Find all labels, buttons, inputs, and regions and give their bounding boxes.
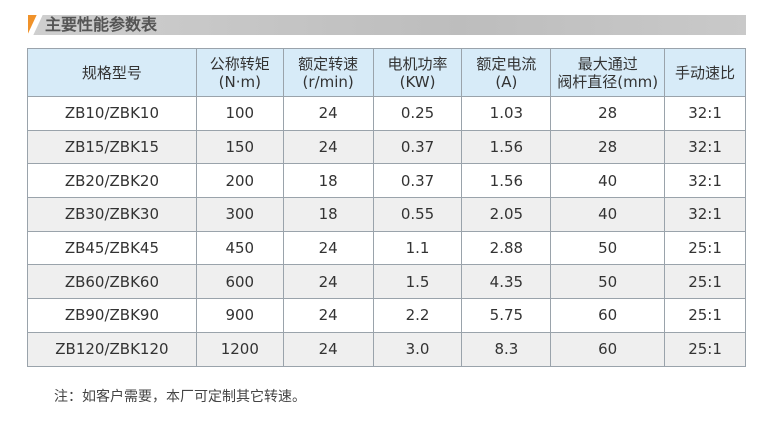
table-row: ZB10/ZBK10 100 24 0.25 1.03 28 32:1 [27, 96, 746, 131]
table-cell: 28 [550, 129, 666, 165]
table-cell: 0.37 [372, 129, 463, 165]
table-cell: 1.56 [461, 129, 552, 165]
table-row: ZB90/ZBK90 900 24 2.2 5.75 60 25:1 [27, 298, 746, 333]
table-cell: 300 [195, 197, 284, 232]
table-cell: 8.3 [461, 331, 552, 367]
header-line: 额定转速 [298, 54, 359, 73]
table-cell: 450 [195, 230, 284, 266]
table-cell: 24 [282, 96, 374, 131]
column-header: 最大通过 阀杆直径(mm) [550, 48, 666, 97]
table-cell: 2.88 [461, 230, 552, 266]
header-line: 最大通过 [577, 54, 638, 73]
table-row: ZB120/ZBK120 1200 24 3.0 8.3 60 25:1 [27, 331, 746, 367]
table-cell: 0.25 [372, 96, 463, 131]
table-cell: 60 [550, 298, 666, 333]
table-cell: 24 [282, 264, 374, 300]
table-cell: ZB45/ZBK45 [27, 230, 197, 266]
table-row: ZB30/ZBK30 300 18 0.55 2.05 40 32:1 [27, 197, 746, 232]
table-cell: 900 [195, 298, 284, 333]
footnote: 注：如客户需要，本厂可定制其它转速。 [54, 389, 306, 405]
table-cell: 25:1 [664, 264, 746, 300]
table-cell: 0.55 [372, 197, 463, 232]
table-cell: 32:1 [664, 197, 746, 232]
table-cell: ZB60/ZBK60 [27, 264, 197, 300]
table-cell: 1200 [195, 331, 284, 367]
table-cell: 600 [195, 264, 284, 300]
table-cell: 50 [550, 264, 666, 300]
table-row: ZB60/ZBK60 600 24 1.5 4.35 50 25:1 [27, 264, 746, 300]
table-cell: 24 [282, 331, 374, 367]
table-cell: 5.75 [461, 298, 552, 333]
title-bar [28, 15, 746, 35]
table-cell: 2.2 [372, 298, 463, 333]
table-cell: 25:1 [664, 298, 746, 333]
table-cell: 32:1 [664, 96, 746, 131]
table-cell: 40 [550, 163, 666, 199]
table-cell: 4.35 [461, 264, 552, 300]
table-cell: ZB15/ZBK15 [27, 129, 197, 165]
section-title: 主要性能参数表 [45, 15, 158, 34]
table-cell: 18 [282, 163, 374, 199]
column-header: 电机功率 (KW) [372, 48, 463, 97]
column-header: 公称转矩 (N·m) [195, 48, 284, 97]
header-line: 公称转矩 [209, 54, 270, 73]
table-cell: ZB20/ZBK20 [27, 163, 197, 199]
header-line: 电机功率 [387, 54, 448, 73]
table-cell: 32:1 [664, 163, 746, 199]
table-cell: 1.5 [372, 264, 463, 300]
column-header: 手动速比 [664, 48, 746, 97]
table-cell: 24 [282, 298, 374, 333]
header-line: 额定电流 [476, 54, 537, 73]
table-row: ZB45/ZBK45 450 24 1.1 2.88 50 25:1 [27, 230, 746, 266]
table-cell: 60 [550, 331, 666, 367]
header-line: (KW) [399, 72, 436, 91]
table-cell: 3.0 [372, 331, 463, 367]
table-cell: 1.56 [461, 163, 552, 199]
header-line: 规格型号 [81, 63, 142, 82]
parameter-table: 规格型号 公称转矩 (N·m) 额定转速 (r/min) 电机功率 (KW) 额定电流 (A) 最… [27, 48, 746, 367]
table-cell: 25:1 [664, 230, 746, 266]
table-cell: 100 [195, 96, 284, 131]
header-line: (A) [495, 72, 518, 91]
column-header: 额定电流 (A) [461, 48, 552, 97]
table-cell: 1.1 [372, 230, 463, 266]
header-line: (N·m) [218, 72, 261, 91]
table-cell: 24 [282, 230, 374, 266]
header-line: (r/min) [302, 72, 354, 91]
table-cell: ZB90/ZBK90 [27, 298, 197, 333]
column-header: 额定转速 (r/min) [282, 48, 374, 97]
table-row: ZB20/ZBK20 200 18 0.37 1.56 40 32:1 [27, 163, 746, 199]
header-line: 手动速比 [675, 63, 736, 82]
table-cell: 40 [550, 197, 666, 232]
table-row: ZB15/ZBK15 150 24 0.37 1.56 28 32:1 [27, 129, 746, 165]
table-cell: ZB10/ZBK10 [27, 96, 197, 131]
table-cell: 50 [550, 230, 666, 266]
table-cell: 25:1 [664, 331, 746, 367]
table-cell: 18 [282, 197, 374, 232]
column-header: 规格型号 [27, 48, 197, 97]
table-cell: 2.05 [461, 197, 552, 232]
table-cell: 32:1 [664, 129, 746, 165]
table-cell: ZB30/ZBK30 [27, 197, 197, 232]
table-cell: 28 [550, 96, 666, 131]
header-line: 阀杆直径(mm) [557, 72, 659, 91]
table-cell: 150 [195, 129, 284, 165]
table-cell: 1.03 [461, 96, 552, 131]
table-cell: 200 [195, 163, 284, 199]
table-cell: 24 [282, 129, 374, 165]
table-cell: 0.37 [372, 163, 463, 199]
table-cell: ZB120/ZBK120 [27, 331, 197, 367]
